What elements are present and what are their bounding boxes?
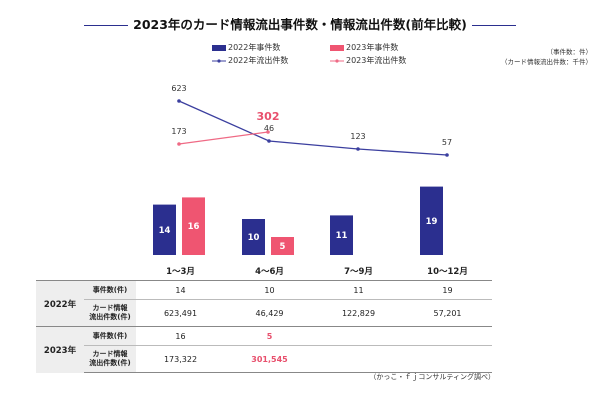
bar-value-label: 14 [159,226,171,236]
bar-2023 [182,197,205,255]
table-row: カード情報 流出件数(件) 623,491 46,429 122,829 57,201 [36,299,492,327]
line-value-label: 57 [442,138,452,147]
line-point-2022 [267,139,271,143]
bar-value-label: 10 [248,233,260,243]
bar-2023 [271,237,294,255]
col-header: 7～9月 [344,267,373,277]
row-label: 事件数(件) [84,280,136,300]
table-cell: 57,201 [403,299,492,327]
table-cell: 16 [136,326,225,346]
table-cell: 14 [136,280,225,300]
bar-2022 [242,219,265,255]
line-value-label: 123 [350,132,365,141]
table-cell: 19 [403,280,492,300]
units-cases: （事件数：件） [546,48,593,56]
col-header: 1～3月 [166,267,195,277]
legend-2023-leaks: 2023年流出件数 [330,55,406,66]
legend-2022-cases: 2022年事件数 [212,42,280,53]
line-value-label: 302 [257,110,280,123]
row-label: カード情報 流出件数(件) [84,299,136,327]
col-header: 10～12月 [427,267,468,277]
plot-area: 14 10 11 19 16 5 623 46 123 57 173 302 [153,84,452,255]
table-cell: 11 [314,280,403,300]
bar-2022 [330,215,353,255]
line-point-2023 [177,142,181,146]
table-cell: 122,829 [314,299,403,327]
line-point-2022 [177,99,181,103]
table-cell [84,262,136,281]
row-label: 事件数(件) [84,326,136,346]
table-cell: 46,429 [225,299,314,327]
line-point-2023 [266,130,270,134]
chart-title: 2023年のカード情報流出事件数・情報流出件数(前年比較) [0,14,600,33]
table-cell: 623,491 [136,299,225,327]
line-2022 [178,100,448,156]
line-value-label: 623 [171,84,186,93]
col-header: 4～6月 [255,267,284,277]
year-label: 2022年 [36,280,84,327]
table-cell [314,345,403,373]
table-cell: 173,322 [136,345,225,373]
line-point-2022 [445,153,449,157]
legend-2022-leaks: 2022年流出件数 [212,55,288,66]
table-cell: 301,545 [225,345,314,373]
footnote: （かっこ・ｆｊコンサルティング調べ） [369,373,495,381]
data-table: 1～3月 4～6月 7～9月 10～12月 2022年 事件数(件) 14 10 11 19 カ… [36,262,492,373]
bar-2022 [153,204,176,255]
table-row: 2022年 事件数(件) 14 10 11 19 [36,280,492,327]
row-label: カード情報 流出件数(件) [84,345,136,373]
bar-value-label: 16 [188,222,200,232]
bar-2022 [420,186,443,255]
bar-value-label: 5 [280,242,286,252]
table-cell: 10 [225,280,314,300]
table-cell: 5 [225,326,314,346]
line-2023 [178,131,269,145]
units-leaks: （カード情報流出件数：千件） [501,58,592,66]
line-value-label: 173 [171,127,186,136]
title-text: 2023年のカード情報流出事件数・情報流出件数(前年比較) [133,17,467,32]
table-row: カード情報 流出件数(件) 173,322 301,545 [36,345,492,373]
line-value-label: 46 [264,124,274,133]
table-cell [403,345,492,373]
legend-2023-cases: 2023年事件数 [330,42,398,53]
table-cell [403,326,492,346]
table-cell [314,326,403,346]
bar-value-label: 19 [426,217,438,227]
bar-value-label: 11 [336,231,348,241]
line-point-2022 [356,147,360,151]
table-row: 2023年 事件数(件) 16 5 [36,326,492,373]
table-cell [36,262,84,281]
year-label: 2023年 [36,326,84,373]
